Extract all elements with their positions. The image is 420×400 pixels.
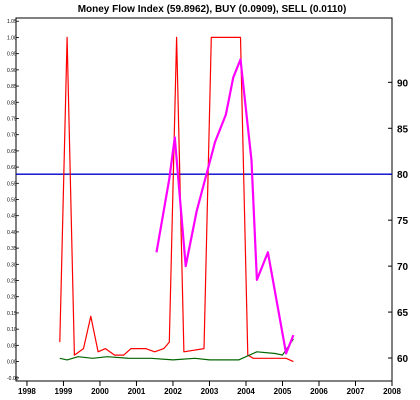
tick-labels: -0.05 0.00 0.05 0.10 0.15 0.20 0.25 0.30 0.35 0.4… (7, 19, 409, 396)
left-tick-label: 0.75 (7, 116, 17, 122)
left-tick-label: 0.00 (7, 360, 17, 366)
left-tick-label: 0.60 (7, 165, 17, 171)
left-tick-label: 0.80 (7, 100, 17, 106)
right-tick-label: 60 (397, 354, 409, 365)
left-tick-label: 0.50 (7, 198, 17, 204)
x-tick-label: 2008 (383, 387, 401, 396)
right-tick-label: 65 (397, 308, 409, 319)
chart-title: Money Flow Index (59.8962), BUY (0.0909)… (78, 4, 347, 15)
left-tick-label: 0.35 (7, 246, 17, 252)
left-tick-label: 0.30 (7, 262, 17, 268)
right-tick-label: 90 (397, 78, 409, 89)
left-tick-label: 0.40 (7, 230, 17, 236)
left-tick-label: 0.55 (7, 181, 17, 187)
x-tick-label: 2001 (128, 387, 146, 396)
x-tick-label: 2006 (310, 387, 328, 396)
series-line-2 (59, 338, 294, 361)
left-tick-label: 1.05 (7, 19, 17, 25)
x-tick-label: 1998 (18, 387, 36, 396)
x-tick-label: 2003 (201, 387, 219, 396)
left-tick-label: 0.85 (7, 84, 17, 90)
left-tick-label: 0.15 (7, 311, 17, 317)
right-tick-label: 75 (397, 216, 409, 227)
chart-axes (15, 17, 393, 386)
x-tick-label: 2004 (237, 387, 255, 396)
series-line-1 (59, 36, 294, 363)
x-tick-label: 2002 (164, 387, 182, 396)
left-tick-label: 0.70 (7, 133, 17, 139)
left-tick-label: 1.00 (7, 35, 17, 41)
left-tick-label: 0.90 (7, 68, 17, 74)
left-tick-label: 0.20 (7, 295, 17, 301)
right-tick-label: 80 (397, 170, 409, 181)
x-tick-label: 1999 (55, 387, 73, 396)
left-tick-label: 0.95 (7, 52, 17, 58)
x-tick-label: 2005 (274, 387, 292, 396)
x-tick-label: 2000 (91, 387, 109, 396)
right-tick-label: 85 (397, 124, 409, 135)
right-tick-label: 70 (397, 262, 409, 273)
left-tick-label: 0.05 (7, 343, 17, 349)
left-tick-label: -0.05 (7, 376, 19, 382)
left-tick-label: 0.10 (7, 327, 17, 333)
left-tick-label: 0.65 (7, 149, 17, 155)
left-tick-label: 0.25 (7, 279, 17, 285)
series-lines (59, 36, 295, 363)
x-tick-label: 2007 (347, 387, 365, 396)
left-tick-label: 0.45 (7, 214, 17, 220)
series-line-3 (155, 58, 295, 355)
